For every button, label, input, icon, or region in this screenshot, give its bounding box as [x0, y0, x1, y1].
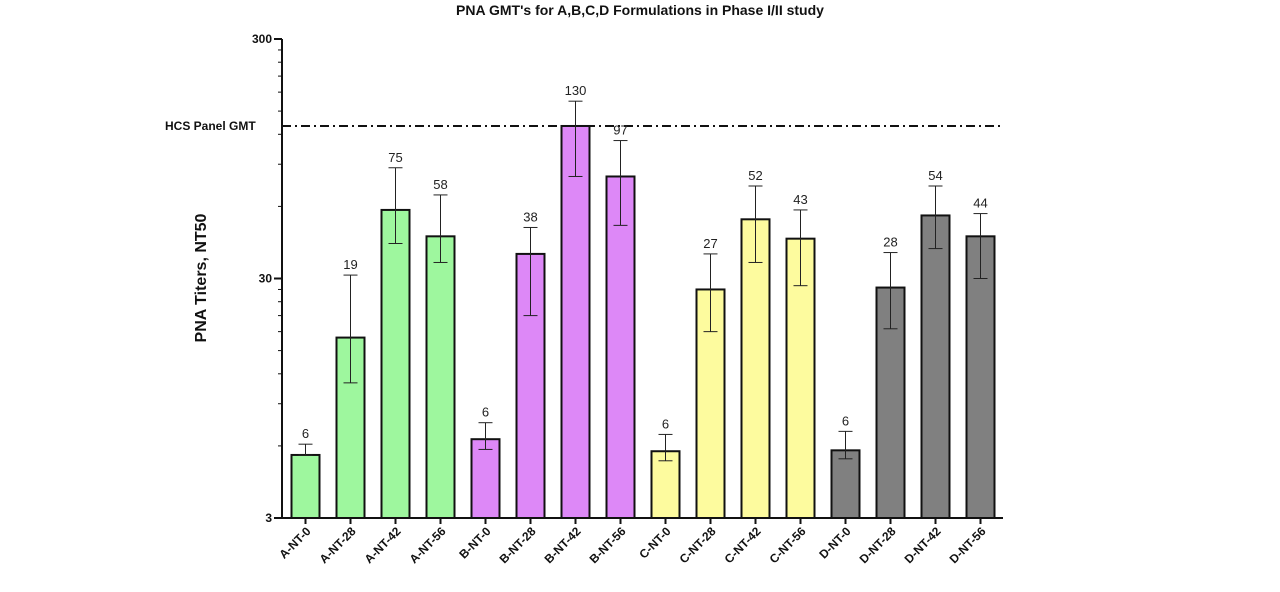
bar: [425, 235, 456, 519]
bar: [740, 218, 771, 520]
reference-line-label: HCS Panel GMT: [165, 119, 256, 133]
x-tick-label: A-NT-28: [317, 524, 359, 566]
x-tick-label: C-NT-28: [677, 524, 719, 566]
x-tick-label: A-NT-56: [407, 524, 449, 566]
data-label: 6: [482, 405, 489, 420]
x-tick-label: A-NT-42: [362, 524, 404, 566]
data-label: 19: [343, 257, 357, 272]
y-tick-label: 3: [265, 511, 272, 525]
x-tick-label: C-NT-42: [722, 524, 764, 566]
x-tick-label: A-NT-0: [276, 524, 313, 561]
data-label: 27: [703, 236, 717, 251]
x-tick-label: C-NT-0: [636, 524, 673, 561]
bar: [560, 124, 591, 519]
bar: [830, 449, 861, 519]
y-tick-label: 300: [252, 32, 272, 46]
x-tick-label: B-NT-0: [456, 524, 493, 561]
y-tick-label: 30: [259, 272, 273, 286]
bar: [470, 438, 501, 519]
data-label: 97: [613, 123, 627, 138]
data-label: 6: [662, 416, 669, 431]
data-label: 44: [973, 196, 987, 211]
data-label: 58: [433, 177, 447, 192]
bar: [605, 175, 636, 519]
bar: [380, 208, 411, 519]
x-tick-label: B-NT-42: [542, 524, 584, 566]
x-tick-label: D-NT-28: [857, 524, 899, 566]
data-label: 28: [883, 235, 897, 250]
data-label: 54: [928, 168, 942, 183]
y-axis-label: PNA Titers, NT50: [193, 213, 210, 342]
x-tick-label: D-NT-42: [902, 524, 944, 566]
x-tick-label: D-NT-56: [947, 524, 989, 566]
data-label: 52: [748, 168, 762, 183]
data-label: 6: [842, 413, 849, 428]
bar: [920, 214, 951, 519]
chart-title: PNA GMT's for A,B,C,D Formulations in Ph…: [456, 2, 824, 18]
plot-area: 3 30 300 HCS Panel GMT 6 A-NT-0 19 A-NT-28 75 A-N…: [165, 32, 1003, 566]
x-tick-label: C-NT-56: [767, 524, 809, 566]
data-label: 6: [302, 426, 309, 441]
bar: [290, 453, 321, 519]
data-label: 130: [565, 83, 587, 98]
data-label: 38: [523, 209, 537, 224]
x-tick-label: B-NT-28: [497, 524, 539, 566]
x-tick-label: D-NT-0: [816, 524, 853, 561]
x-tick-label: B-NT-56: [587, 524, 629, 566]
bar: [965, 235, 996, 519]
data-label: 75: [388, 150, 402, 165]
data-label: 43: [793, 192, 807, 207]
